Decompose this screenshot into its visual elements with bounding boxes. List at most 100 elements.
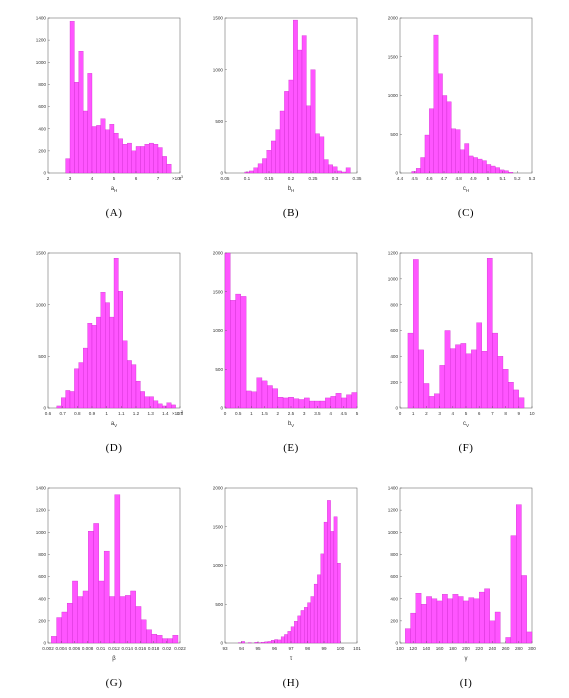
- x-tick-label: 1: [105, 411, 108, 416]
- histogram-bar: [109, 124, 115, 174]
- histogram-bar: [267, 385, 273, 409]
- x-axis-label: bH: [288, 186, 295, 193]
- y-tick-label: 400: [38, 126, 46, 131]
- histogram-bar: [502, 369, 509, 409]
- histogram-bar: [333, 516, 338, 644]
- histogram-bar: [307, 602, 311, 644]
- y-tick-label: 0: [43, 406, 46, 411]
- x-tick-label: 5: [487, 176, 490, 181]
- histogram-bar: [526, 631, 533, 644]
- x-tick-label: 0.25: [309, 176, 318, 181]
- histogram-bar: [301, 35, 307, 174]
- x-tick-label: 5.3: [529, 176, 536, 181]
- x-tick-label: 4: [91, 176, 94, 181]
- x-tick-label: 0.5: [235, 411, 242, 416]
- histogram-bar: [304, 607, 308, 644]
- histogram-bar: [87, 73, 93, 174]
- histogram-bar: [420, 604, 427, 644]
- x-axis-label: aV: [111, 421, 117, 428]
- x-tick-label: 5: [113, 176, 116, 181]
- x-tick-label: 0.7: [59, 411, 66, 416]
- y-tick-label: 500: [215, 367, 223, 372]
- histogram-bar: [251, 391, 257, 409]
- histogram-bar: [451, 128, 456, 174]
- histogram-bar: [442, 594, 448, 644]
- x-tick-label: 0.6: [45, 411, 52, 416]
- histogram-bar: [468, 597, 475, 644]
- histogram-bar: [61, 611, 68, 644]
- x-tick-label: 2.5: [288, 411, 295, 416]
- histogram-bar: [271, 140, 276, 174]
- x-axis-label: τ: [290, 656, 293, 662]
- histogram-bar: [290, 626, 295, 644]
- x-tick-label: 0.35: [353, 176, 362, 181]
- histogram-bar: [423, 383, 430, 409]
- y-tick-label: 1000: [213, 563, 224, 568]
- histogram-bar: [149, 396, 154, 409]
- histogram-bar: [261, 642, 265, 644]
- histogram-bar: [429, 108, 434, 174]
- histogram-bar: [323, 521, 328, 644]
- x-tick-label: 5.2: [514, 176, 521, 181]
- x-tick-label: 2: [47, 176, 50, 181]
- histogram-bar: [230, 300, 236, 409]
- histogram-bar: [103, 550, 110, 644]
- histogram-bar: [484, 588, 490, 644]
- x-tick-label: 3.5: [314, 411, 321, 416]
- histogram-bar: [489, 620, 496, 644]
- y-tick-label: 1500: [36, 251, 47, 256]
- x-tick-label: 99: [321, 646, 327, 651]
- histogram-bar: [156, 635, 163, 644]
- x-axis-label: cH: [463, 186, 469, 193]
- histogram-bar: [405, 628, 411, 644]
- x-axis-label: aH: [111, 186, 118, 193]
- y-tick-label: 400: [390, 354, 398, 359]
- histogram-bar: [96, 316, 101, 409]
- y-tick-label: 800: [390, 552, 398, 557]
- histogram-bar: [518, 397, 525, 409]
- histogram-bar: [457, 596, 464, 644]
- histogram-bar: [415, 593, 422, 644]
- histogram-bar: [118, 138, 123, 174]
- histogram-bar: [460, 343, 467, 409]
- histogram-bar: [306, 105, 311, 174]
- y-tick-label: 1000: [213, 328, 224, 333]
- histogram-bar: [267, 641, 272, 644]
- histogram-bar: [447, 598, 453, 644]
- histogram-bar: [433, 34, 439, 174]
- y-tick-label: 0: [43, 171, 46, 176]
- histogram-bar: [490, 165, 496, 174]
- histogram-bar: [262, 158, 267, 174]
- histogram-bar: [140, 391, 145, 409]
- x-tick-label: 7: [157, 176, 160, 181]
- histogram-bar: [481, 351, 488, 409]
- x-tick-label: 0.2: [288, 176, 295, 181]
- y-tick-label: 1500: [213, 289, 224, 294]
- histogram-bar: [153, 144, 159, 174]
- histogram-bar: [465, 353, 472, 409]
- histogram-bar: [337, 170, 342, 174]
- x-tick-label: 160: [436, 646, 444, 651]
- x-tick-label: 2: [425, 411, 428, 416]
- x-tick-label: 1: [412, 411, 415, 416]
- x-tick-label: 4.5: [411, 176, 418, 181]
- x-tick-label: 97: [288, 646, 294, 651]
- histogram-bar: [105, 129, 110, 174]
- x-tick-label: 9: [518, 411, 521, 416]
- y-tick-label: 200: [390, 380, 398, 385]
- x-tick-label: 260: [502, 646, 510, 651]
- histogram-bar: [513, 389, 519, 409]
- histogram-bar: [282, 397, 289, 409]
- histogram-bar: [256, 377, 263, 409]
- y-tick-label: 1000: [36, 60, 47, 65]
- x-tick-label: 2: [277, 411, 280, 416]
- histogram-bar: [249, 170, 254, 174]
- x-tick-label: 280: [515, 646, 523, 651]
- histogram-bar: [313, 583, 318, 644]
- histogram-bar: [125, 595, 131, 644]
- histogram-bar: [271, 640, 275, 644]
- histogram-bar: [503, 170, 509, 174]
- histogram-bar: [293, 19, 298, 174]
- histogram-bar: [272, 388, 278, 409]
- histogram-bar: [171, 404, 176, 409]
